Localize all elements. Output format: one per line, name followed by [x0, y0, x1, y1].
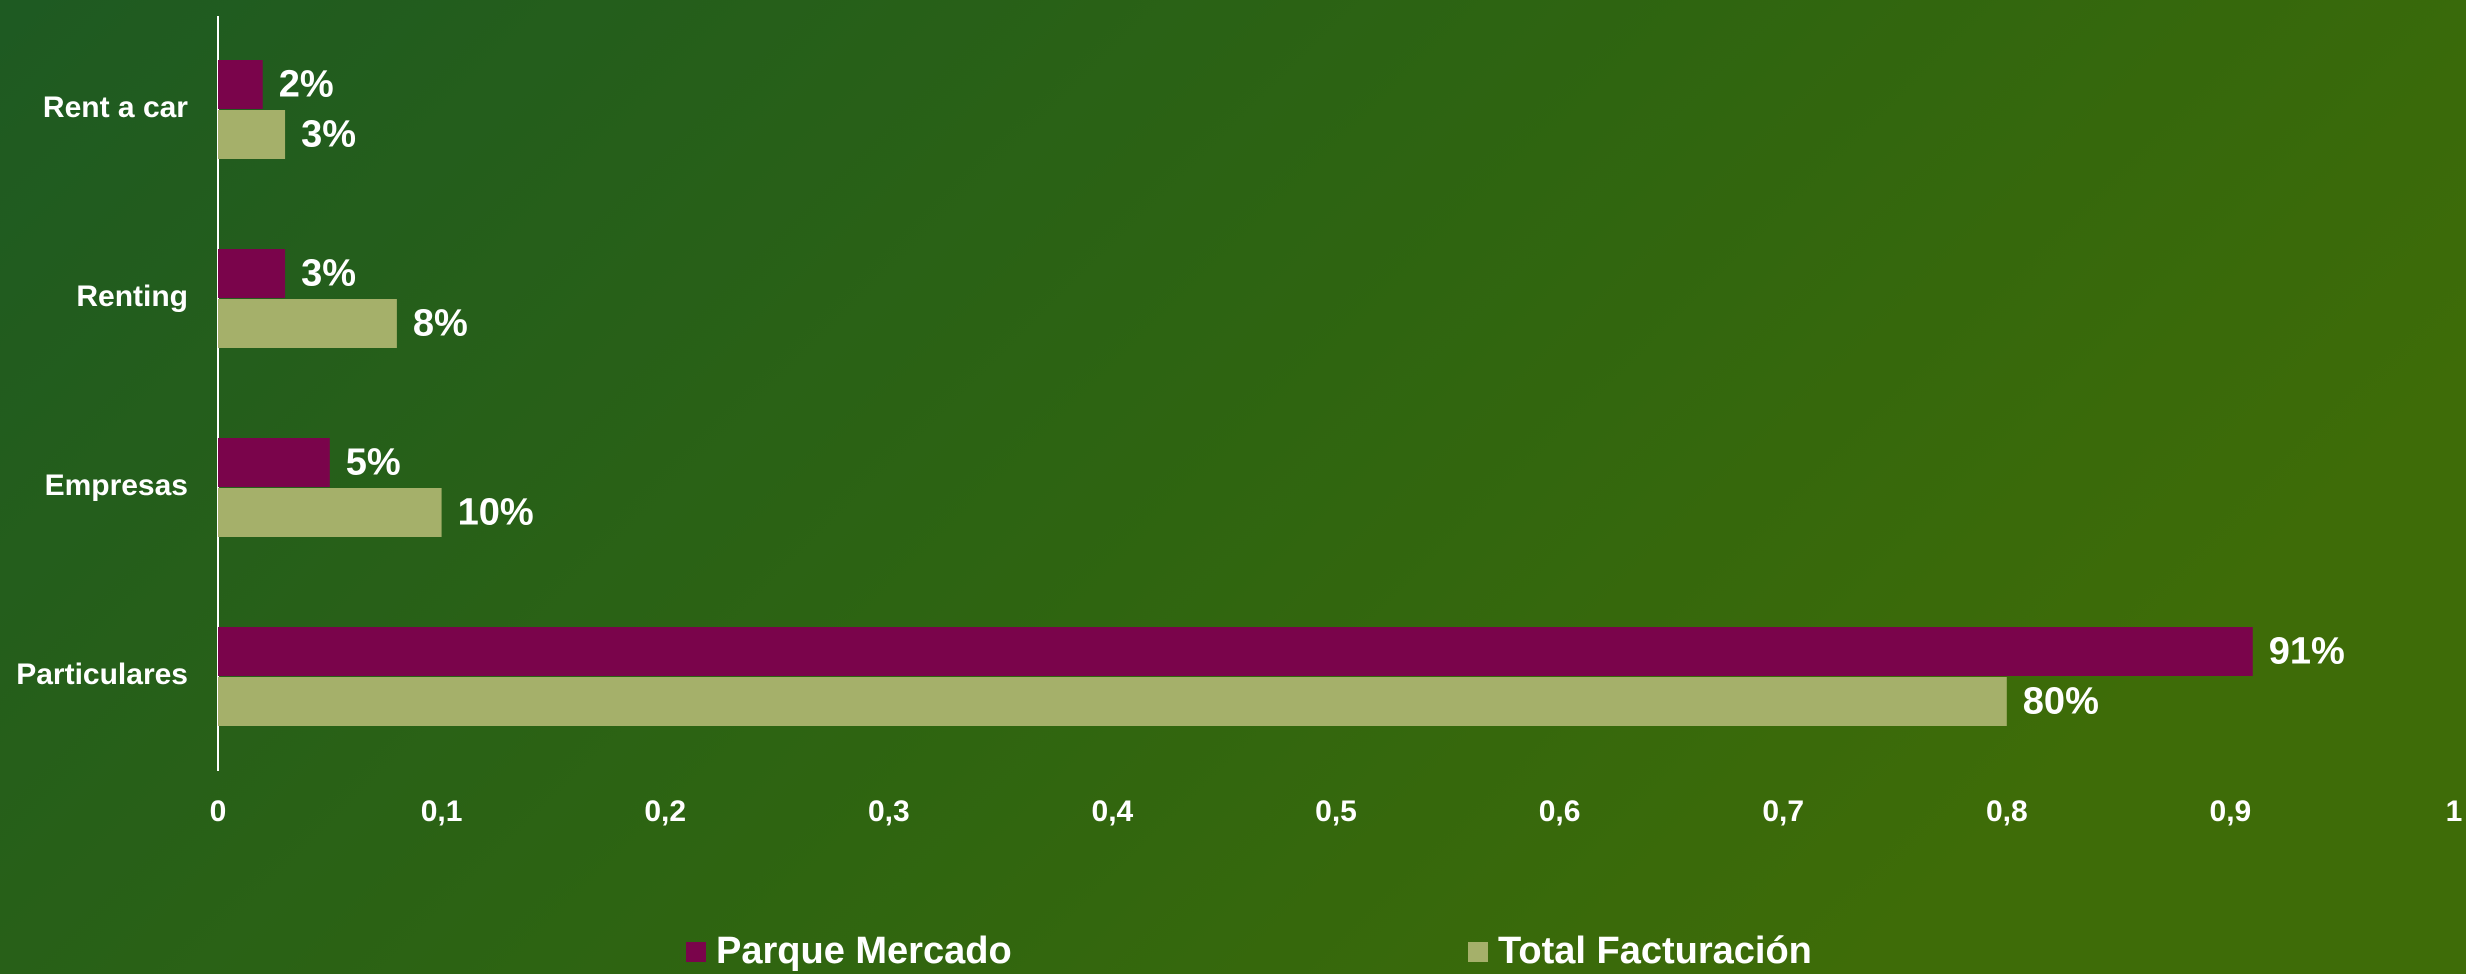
- value-label: 10%: [458, 492, 534, 534]
- value-label: 91%: [2269, 631, 2345, 673]
- x-tick-label: 0,1: [421, 795, 463, 828]
- bar: [218, 627, 2253, 676]
- legend-swatch: [1468, 942, 1488, 962]
- category-label: Rent a car: [43, 91, 188, 124]
- value-label: 3%: [301, 114, 356, 156]
- bar: [218, 677, 2007, 726]
- x-tick-label: 0,6: [1539, 795, 1581, 828]
- bar: [218, 110, 286, 159]
- x-tick-label: 0: [210, 795, 227, 828]
- x-tick-label: 0,9: [2210, 795, 2252, 828]
- bar: [218, 488, 442, 537]
- value-label: 5%: [346, 442, 401, 484]
- legend-label: Parque Mercado: [716, 930, 1012, 972]
- value-label: 80%: [2023, 681, 2099, 723]
- x-tick-label: 0,8: [1986, 795, 2028, 828]
- x-tick-label: 0,3: [868, 795, 910, 828]
- value-label: 8%: [413, 303, 468, 345]
- x-tick-label: 1: [2446, 795, 2463, 828]
- bar: [218, 299, 397, 348]
- x-tick-label: 0,2: [644, 795, 686, 828]
- value-label: 2%: [279, 64, 334, 106]
- bar: [218, 60, 263, 109]
- value-label: 3%: [301, 253, 356, 295]
- category-label: Empresas: [45, 469, 188, 502]
- bar: [218, 438, 330, 487]
- legend-swatch: [686, 942, 706, 962]
- x-tick-label: 0,4: [1092, 795, 1134, 828]
- category-label: Renting: [76, 280, 188, 313]
- category-label: Particulares: [16, 658, 188, 691]
- bar: [218, 249, 286, 298]
- x-tick-label: 0,7: [1762, 795, 1804, 828]
- legend-label: Total Facturación: [1498, 930, 1812, 972]
- x-tick-label: 0,5: [1315, 795, 1357, 828]
